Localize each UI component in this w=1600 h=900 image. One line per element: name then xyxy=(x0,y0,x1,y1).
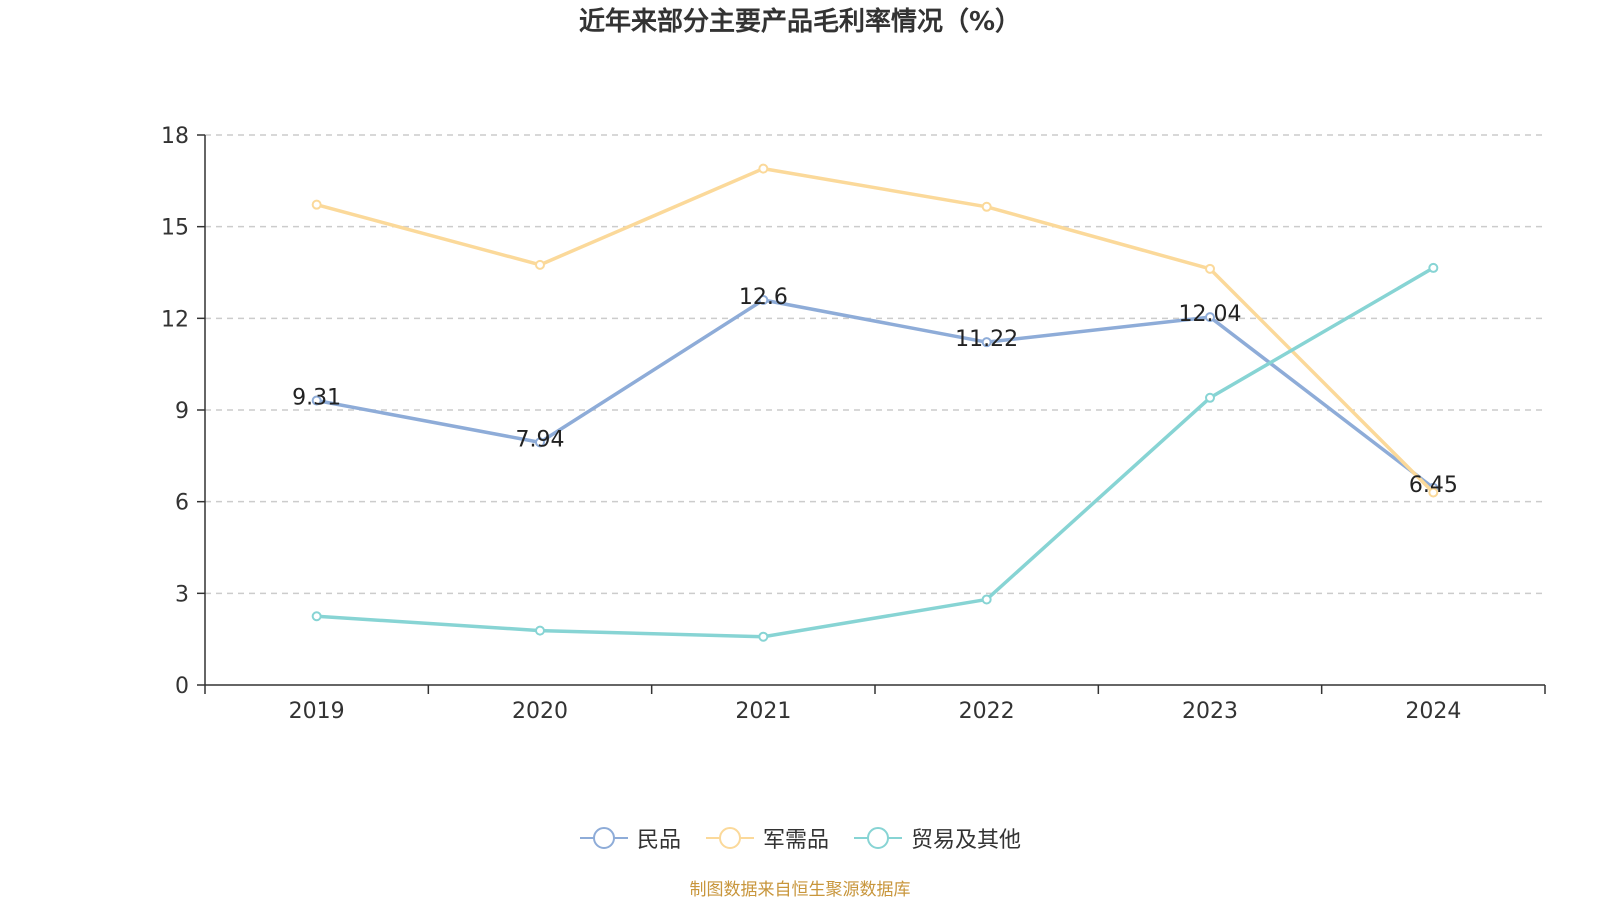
data-label: 12.04 xyxy=(1179,302,1242,327)
legend-label: 军需品 xyxy=(762,828,829,853)
data-point xyxy=(311,611,322,622)
legend-marker xyxy=(592,827,615,849)
y-tick-label: 3 xyxy=(175,582,189,607)
data-point xyxy=(758,631,769,642)
data-point xyxy=(1428,262,1439,273)
data-label: 7.94 xyxy=(516,427,565,452)
legend-swatch-icon xyxy=(705,827,754,849)
data-point xyxy=(535,437,545,448)
data-point xyxy=(758,295,769,305)
data-point xyxy=(1205,392,1215,403)
legend-marker xyxy=(867,827,889,849)
data-point xyxy=(758,163,769,174)
y-tick-label: 6 xyxy=(175,491,189,516)
y-tick-label: 12 xyxy=(161,307,189,332)
legend-marker xyxy=(718,827,741,849)
series-line-3 xyxy=(314,266,1436,639)
data-label: 9.31 xyxy=(292,386,341,411)
data-point xyxy=(311,199,322,210)
legend: 民品 军需品 贸易及其他 xyxy=(0,822,1600,854)
data-label: 6.45 xyxy=(1409,473,1458,498)
legend-swatch-icon xyxy=(579,827,628,849)
data-point xyxy=(981,594,992,605)
series-line-2 xyxy=(314,166,1436,495)
data-point xyxy=(311,395,322,406)
axes: 0 3 6 9 12 15 18 2019 2020 2021 2022 2023 2024 xyxy=(161,124,1546,724)
data-point xyxy=(1428,487,1439,498)
data-point xyxy=(535,625,545,636)
x-tick-label: 2020 xyxy=(512,699,568,724)
x-tick-label: 2023 xyxy=(1182,699,1238,724)
source-note: 制图数据来自恒生聚源数据库 xyxy=(689,880,911,900)
data-label: 11.22 xyxy=(955,327,1018,352)
data-point xyxy=(1205,263,1215,274)
data-point xyxy=(981,201,992,212)
legend-item-3[interactable]: 贸易及其他 xyxy=(853,822,1021,854)
y-tick-label: 15 xyxy=(161,216,189,241)
data-labels: 9.31 7.94 12.6 11.22 12.04 6.45 xyxy=(292,285,1458,498)
data-point xyxy=(535,259,545,270)
legend-item-1[interactable]: 民品 xyxy=(579,822,681,854)
data-label: 12.6 xyxy=(739,285,788,310)
series-line-1 xyxy=(314,298,1436,490)
legend-label: 贸易及其他 xyxy=(911,828,1022,853)
data-point xyxy=(981,337,992,348)
legend-item-2[interactable]: 军需品 xyxy=(705,822,829,854)
legend-label: 民品 xyxy=(636,828,681,853)
y-tick-label: 9 xyxy=(175,399,189,424)
x-tick-label: 2022 xyxy=(959,699,1015,724)
grid-lines xyxy=(205,134,1545,595)
x-tick-label: 2019 xyxy=(289,699,345,724)
y-tick-label: 0 xyxy=(175,674,189,699)
x-tick-label: 2024 xyxy=(1405,699,1461,724)
chart-title: 近年来部分主要产品毛利率情况（%） xyxy=(578,7,1022,37)
x-tick-label: 2021 xyxy=(735,699,791,724)
data-point xyxy=(1205,312,1215,323)
y-tick-label: 18 xyxy=(161,124,189,149)
legend-swatch-icon xyxy=(854,827,902,849)
series-lines xyxy=(311,163,1439,642)
